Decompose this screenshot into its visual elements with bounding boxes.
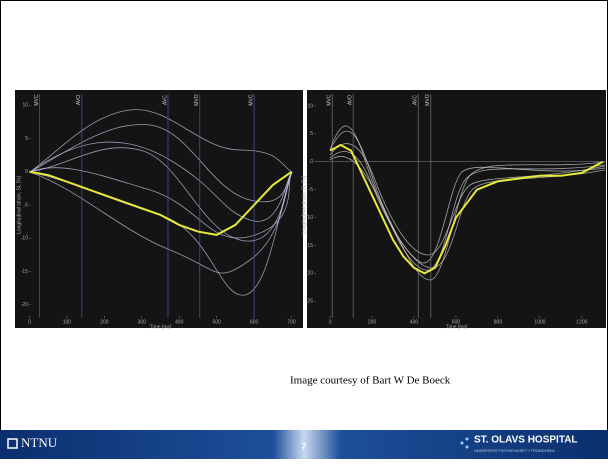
x-tick-label: 1000	[534, 319, 545, 325]
y-axis-label: Longitudinal strain, SL [%]	[16, 175, 22, 234]
x-axis-label: Time [ms]	[446, 324, 468, 330]
x-axis-label: Time [ms]	[150, 324, 172, 330]
x-tick-label: 100	[63, 319, 72, 325]
plot-background	[15, 90, 303, 328]
x-tick-label: 800	[494, 319, 503, 325]
curve	[29, 124, 293, 203]
x-tick-label: 1200	[576, 319, 587, 325]
x-tick-label: 700	[287, 319, 296, 325]
y-tick-label: -20	[21, 302, 28, 308]
y-tick-label: -10	[21, 236, 28, 242]
y-tick-label: -20	[306, 271, 313, 277]
event-label: MVC	[327, 94, 333, 106]
x-tick-label: 600	[250, 319, 259, 325]
event-label: MVO	[194, 94, 200, 106]
event-label: AVO	[347, 95, 353, 105]
y-tick-label: -25	[306, 299, 313, 305]
footer-bar	[0, 430, 608, 459]
event-label: MVC	[34, 94, 40, 106]
footer-right: ST. OLAVS HOSPITAL	[474, 435, 578, 446]
curve	[29, 167, 293, 239]
x-tick-label: 600	[452, 319, 461, 325]
y-tick-label: -15	[306, 243, 313, 249]
footer-right-sub: UNIVERSITETSSYKEHUSET I TRONDHEIM	[474, 448, 555, 453]
event-label: AVC	[413, 95, 419, 105]
footer-left: NTNU	[21, 435, 58, 450]
logo-dot	[460, 441, 464, 445]
curve	[29, 147, 293, 242]
curve	[29, 109, 293, 173]
page-number: 7	[302, 442, 307, 451]
event-label: AVO	[76, 95, 82, 105]
logo-dot	[465, 437, 469, 441]
mean-curve	[29, 170, 293, 236]
y-tick-label: 5	[25, 136, 28, 142]
individual-curves	[29, 109, 606, 296]
y-tick-label: -15	[21, 269, 28, 275]
x-tick-label: 400	[175, 319, 184, 325]
x-tick-label: 300	[138, 319, 147, 325]
event-label: MVC	[248, 94, 254, 106]
y-tick-label: 10	[307, 103, 313, 109]
event-label: MVO	[425, 94, 431, 106]
y-tick-label: -10	[306, 215, 313, 221]
curve	[329, 125, 606, 264]
x-tick-label: 0	[28, 319, 31, 325]
y-tick-label: 5	[310, 131, 313, 137]
curve	[29, 141, 293, 222]
x-tick-label: 200	[368, 319, 377, 325]
y-tick-label: -5	[309, 187, 314, 193]
mean-curve	[329, 143, 604, 275]
x-tick-label: 400	[410, 319, 419, 325]
y-tick-label: 10	[22, 103, 28, 109]
ntnu-logo	[7, 438, 18, 449]
caption: Image courtesy of Bart W De Boeck	[290, 375, 451, 387]
y-tick-label: 0	[25, 169, 28, 175]
plot-background	[307, 90, 606, 328]
x-tick-label: 200	[100, 319, 109, 325]
y-tick-label: 0	[310, 159, 313, 165]
x-tick-label: 500	[212, 319, 221, 325]
y-axis-label: Longitudinal strain, SL [%]	[301, 175, 307, 234]
logo-dot	[465, 445, 469, 449]
y-tick-label: -5	[24, 202, 29, 208]
event-label: AVC	[162, 95, 168, 105]
curve	[29, 171, 293, 274]
curve	[329, 130, 606, 271]
x-tick-label: 0	[329, 319, 332, 325]
